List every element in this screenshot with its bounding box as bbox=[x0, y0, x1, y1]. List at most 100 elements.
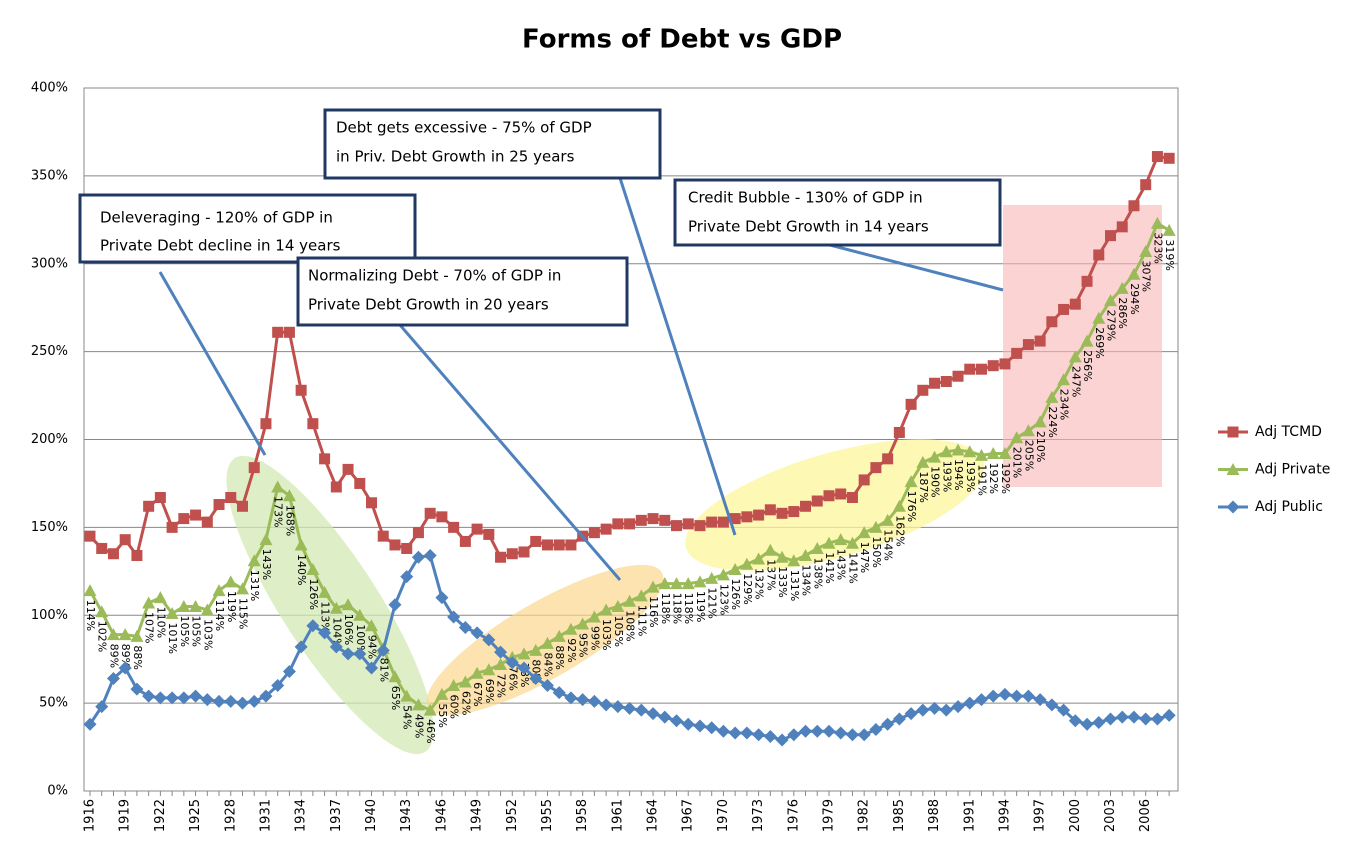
marker bbox=[529, 672, 543, 686]
marker bbox=[846, 491, 858, 503]
data-label: 269% bbox=[1093, 327, 1106, 358]
data-label: 119% bbox=[225, 591, 238, 622]
marker bbox=[471, 523, 483, 535]
marker bbox=[881, 717, 895, 731]
x-tick-label: 1982 bbox=[857, 799, 872, 832]
data-label: 286% bbox=[1116, 297, 1129, 328]
x-tick-label: 1970 bbox=[716, 799, 731, 832]
marker bbox=[295, 384, 307, 396]
y-tick-label: 50% bbox=[39, 696, 68, 711]
pointer bbox=[158, 271, 267, 456]
x-tick-label: 1916 bbox=[83, 799, 98, 832]
data-label: 191% bbox=[975, 464, 988, 495]
marker bbox=[822, 724, 836, 738]
marker bbox=[576, 693, 590, 707]
marker bbox=[893, 426, 905, 438]
marker bbox=[153, 691, 167, 705]
x-tick-label: 2003 bbox=[1103, 799, 1118, 832]
marker bbox=[928, 450, 942, 463]
marker bbox=[799, 548, 813, 561]
marker bbox=[810, 724, 824, 738]
marker bbox=[904, 475, 918, 488]
data-label: 60% bbox=[448, 695, 461, 719]
marker bbox=[177, 599, 191, 612]
data-label: 162% bbox=[893, 515, 906, 546]
marker bbox=[998, 687, 1012, 701]
marker bbox=[986, 689, 1000, 703]
data-label: 119% bbox=[694, 591, 707, 622]
data-label: 115% bbox=[236, 598, 249, 629]
marker bbox=[552, 629, 566, 642]
marker bbox=[1127, 267, 1141, 280]
data-label: 168% bbox=[283, 505, 296, 536]
marker bbox=[1068, 350, 1082, 363]
marker bbox=[470, 666, 484, 679]
marker bbox=[694, 520, 706, 532]
marker bbox=[624, 518, 636, 530]
x-tick-label: 1952 bbox=[505, 799, 520, 832]
data-label: 118% bbox=[659, 593, 672, 624]
marker bbox=[917, 384, 929, 396]
marker bbox=[412, 527, 424, 539]
data-label: 129% bbox=[741, 573, 754, 604]
marker bbox=[787, 554, 801, 567]
marker bbox=[881, 513, 895, 526]
marker bbox=[728, 563, 742, 576]
data-label: 118% bbox=[671, 593, 684, 624]
data-label: 54% bbox=[401, 705, 414, 729]
marker bbox=[682, 518, 694, 530]
marker bbox=[974, 448, 988, 461]
data-label: 69% bbox=[483, 679, 496, 703]
marker bbox=[1021, 689, 1035, 703]
marker bbox=[705, 571, 719, 584]
marker bbox=[306, 619, 320, 633]
marker bbox=[540, 636, 554, 649]
marker bbox=[1010, 431, 1024, 444]
data-label: 126% bbox=[729, 579, 742, 610]
marker bbox=[342, 463, 354, 475]
marker bbox=[974, 693, 988, 707]
annotation-box bbox=[78, 193, 417, 264]
marker bbox=[377, 530, 389, 542]
marker bbox=[235, 582, 249, 595]
marker bbox=[376, 643, 390, 657]
data-label: 114% bbox=[84, 600, 97, 631]
marker bbox=[811, 495, 823, 507]
data-label: 81% bbox=[377, 658, 390, 682]
marker bbox=[882, 453, 894, 465]
marker bbox=[212, 694, 226, 708]
data-label: 131% bbox=[248, 570, 261, 601]
marker bbox=[1105, 230, 1117, 242]
marker bbox=[354, 477, 366, 489]
marker bbox=[1081, 275, 1093, 287]
marker bbox=[634, 589, 648, 602]
data-label: 116% bbox=[647, 596, 660, 627]
marker bbox=[916, 703, 930, 717]
data-label: 105% bbox=[612, 615, 625, 646]
data-label: 131% bbox=[788, 570, 801, 601]
legend-marker bbox=[1227, 426, 1239, 438]
marker bbox=[1011, 347, 1023, 359]
marker bbox=[1139, 244, 1153, 257]
marker bbox=[95, 700, 109, 714]
marker bbox=[153, 591, 167, 604]
marker bbox=[389, 539, 401, 551]
marker bbox=[1068, 714, 1082, 728]
marker bbox=[248, 462, 260, 474]
marker bbox=[294, 640, 308, 654]
marker bbox=[929, 377, 941, 389]
data-label: 114% bbox=[213, 600, 226, 631]
data-label: 192% bbox=[987, 463, 1000, 494]
pointer bbox=[398, 324, 622, 581]
data-label: 118% bbox=[682, 593, 695, 624]
marker bbox=[318, 585, 332, 598]
data-label: 247% bbox=[1069, 366, 1082, 397]
marker bbox=[716, 568, 730, 581]
marker bbox=[869, 722, 883, 736]
marker bbox=[693, 719, 707, 733]
data-label: 108% bbox=[624, 610, 637, 641]
data-label: 123% bbox=[717, 584, 730, 615]
marker bbox=[952, 370, 964, 382]
data-label: 95% bbox=[577, 633, 590, 657]
marker bbox=[857, 728, 871, 742]
